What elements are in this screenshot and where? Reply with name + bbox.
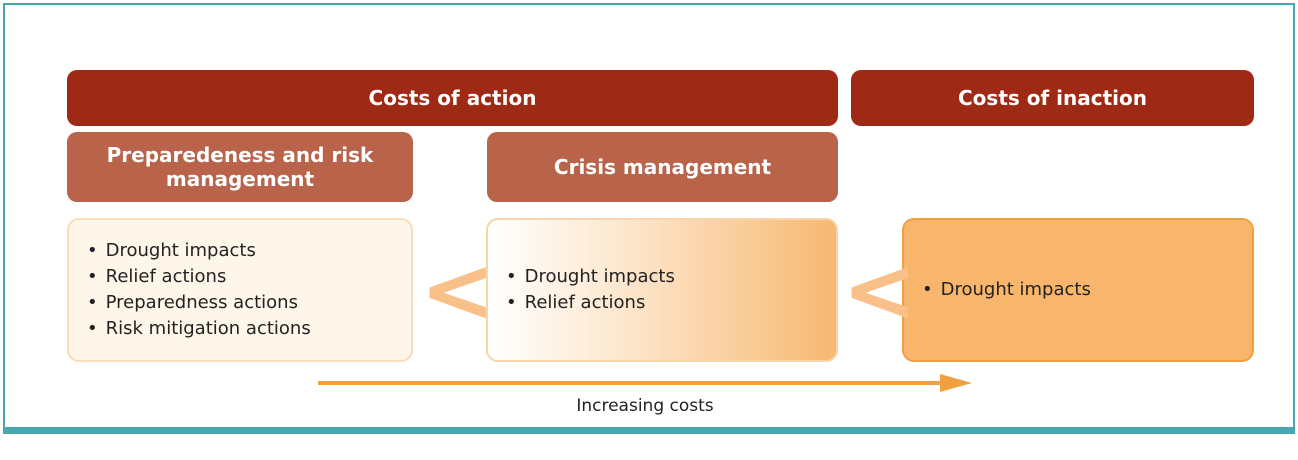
item-list: Drought impacts (922, 277, 1091, 303)
cost-box: Drought impactsRelief actionsPreparednes… (67, 218, 413, 362)
list-item: Relief actions (87, 264, 311, 290)
list-item: Drought impacts (87, 238, 311, 264)
header: Costs of inaction (851, 70, 1254, 126)
arrow-head (940, 374, 972, 392)
list-item: Risk mitigation actions (87, 316, 311, 342)
item-list: Drought impactsRelief actions (506, 264, 675, 316)
cost-box: Drought impacts (902, 218, 1254, 362)
subheader: Preparedeness and risk management (67, 132, 413, 202)
list-item: Drought impacts (922, 277, 1091, 303)
list-item: Relief actions (506, 290, 675, 316)
cost-box: Drought impactsRelief actions (486, 218, 838, 362)
header: Costs of action (67, 70, 838, 126)
comparator: < (420, 238, 496, 343)
comparator: < (842, 238, 918, 343)
list-item: Preparedness actions (87, 290, 311, 316)
frame-bottom (3, 427, 1295, 434)
item-list: Drought impactsRelief actionsPreparednes… (87, 238, 311, 342)
arrow (318, 374, 972, 392)
list-item: Drought impacts (506, 264, 675, 290)
subheader: Crisis management (487, 132, 838, 202)
arrow-label: Increasing costs (576, 396, 714, 416)
frame (3, 3, 1295, 429)
